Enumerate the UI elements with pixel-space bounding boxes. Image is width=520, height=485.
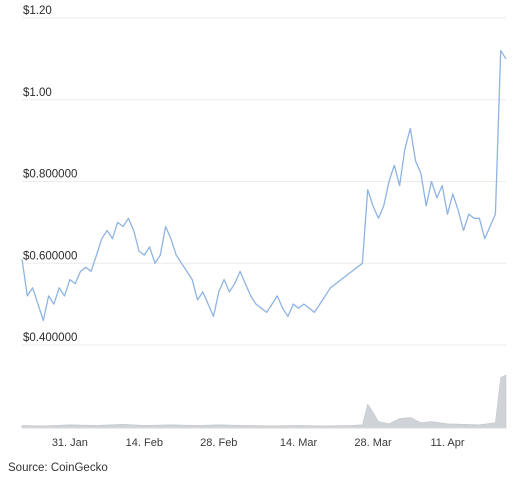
x-tick-label: 11. Apr — [430, 437, 464, 449]
y-tick-label: $0.800000 — [23, 169, 77, 181]
price-series-line — [21, 50, 507, 322]
x-tick-label: 28. Mar — [354, 437, 392, 449]
x-axis-ticks: 31. Jan 14. Feb 28. Feb 14. Mar 28. Mar 11. A… — [52, 437, 465, 449]
y-tick-label: $0.400000 — [23, 332, 77, 344]
y-tick-label: $1.00 — [23, 87, 52, 99]
x-tick-label: 28. Feb — [200, 437, 237, 449]
source-caption: Source: CoinGecko — [8, 462, 108, 474]
y-tick-label: $1.20 — [23, 5, 52, 17]
grid-lines — [22, 17, 506, 346]
volume-area — [21, 374, 507, 429]
y-tick-label: $0.600000 — [23, 250, 77, 262]
x-tick-label: 14. Mar — [280, 437, 318, 449]
x-tick-label: 14. Feb — [126, 437, 163, 449]
x-tick-label: 31. Jan — [52, 437, 88, 449]
y-axis-ticks: $1.20 $1.00 $0.800000 $0.600000 $0.400000 — [23, 5, 77, 344]
